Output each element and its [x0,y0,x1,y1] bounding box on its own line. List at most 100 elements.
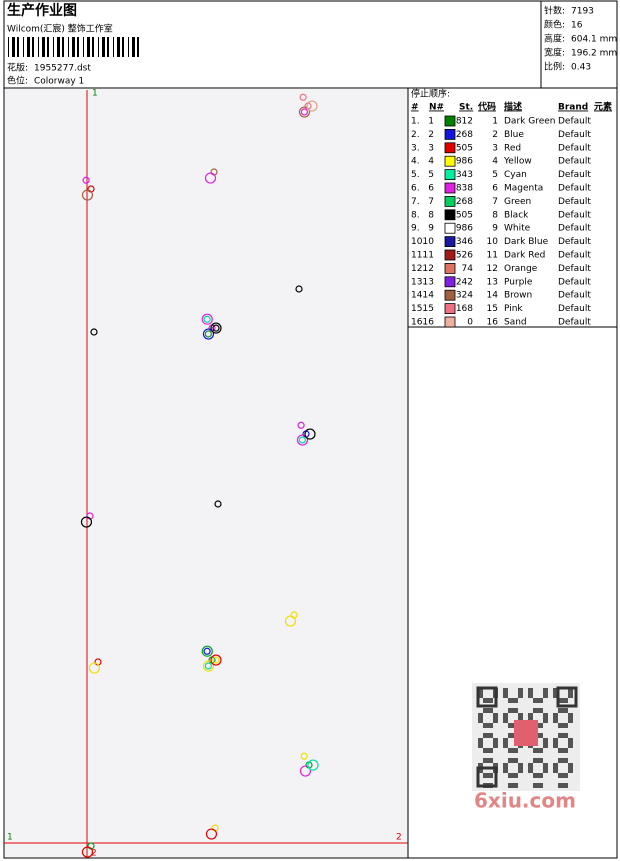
needle-number: 12 [423,264,434,274]
row-number: 16. [411,318,425,328]
qr-cell [483,733,488,738]
brand: Default [558,130,591,140]
barcode-bar [92,37,94,57]
stat-label: 针数: [544,5,565,17]
motif-stitch [214,500,222,508]
qr-cell [508,748,513,753]
motif-stitch [202,328,215,340]
qr-cell [488,698,493,703]
qr-cell [543,693,548,698]
motif-stitch [212,656,220,664]
qr-cell [538,783,543,788]
qr-cell [513,698,518,703]
needle-number: 10 [423,237,435,247]
color-swatch [444,155,456,167]
qr-cell [503,738,508,743]
qr-cell [488,708,493,713]
qr-cell [558,748,563,753]
stat-value: 7193 [571,7,594,17]
color-swatch [444,262,456,274]
barcode-bar [72,37,75,57]
qr-cell [538,773,543,778]
qr-cell [563,758,568,763]
color-description: Dark Green [504,117,555,127]
motif-stitch [299,93,307,101]
needle-number: 3 [428,143,434,153]
qr-cell [553,763,558,768]
stitch-count: 346 [456,237,473,247]
qr-cell [533,698,538,703]
qr-cell [488,758,493,763]
qr-cell [553,693,558,698]
table-header: # [411,103,419,113]
brand: Default [558,251,591,261]
color-code: 15 [487,304,498,314]
brand: Default [558,237,591,247]
color-swatch [444,276,456,288]
axis-label: 1 [7,833,13,843]
qr-cell [483,773,488,778]
motif-stitch [204,172,217,184]
motif-stitch [306,100,318,112]
axis-label: 2 [91,849,97,859]
row-number: 13. [411,277,425,287]
motif-stitch [88,662,101,674]
design-label: 花版: [7,62,28,74]
brand: Default [558,224,591,234]
qr-cell [518,693,523,698]
qr-cell [558,708,563,713]
barcode-bar [53,37,54,57]
color-code: 16 [487,318,499,328]
qr-cell [503,718,508,723]
stitch-count: 74 [462,264,474,274]
qr-cell [568,688,573,693]
qr-cell [538,748,543,753]
qr-cell [543,768,548,773]
barcode-bar [107,37,109,57]
design-file: 1955277.dst [34,64,91,74]
stitch-count: 986 [456,157,473,167]
brand: Default [558,170,591,180]
color-description: Magenta [504,184,543,194]
qr-cell [503,763,508,768]
embroidery-design [80,93,319,858]
qr-cell [518,763,523,768]
color-code: 5 [492,170,498,180]
barcode-bar [23,37,24,57]
qr-finder [556,686,578,708]
needle-number: 13 [423,277,434,287]
qr-cell [488,773,493,778]
color-code: 4 [492,157,498,167]
color-description: Pink [504,304,523,314]
motif-stitch [81,189,94,201]
color-swatch [444,303,456,315]
barcode-bar [87,37,90,57]
brand: Default [558,277,591,287]
watermark-text: 6xiu.com [474,789,576,813]
stitch-count: 343 [456,170,473,180]
brand: Default [558,184,591,194]
motif-stitch [80,516,93,528]
needle-number: 5 [428,170,434,180]
qr-cell [538,733,543,738]
qr-cell [503,693,508,698]
color-description: Blue [504,130,524,140]
color-description: Red [504,143,521,153]
qr-cell [513,748,518,753]
color-swatch [444,209,456,221]
qr-cell [543,688,548,693]
qr-cell [478,743,483,748]
brand: Default [558,304,591,314]
motif-stitch [295,285,303,293]
qr-cell [513,773,518,778]
qr-cell [478,763,483,768]
qr-cell [563,733,568,738]
qr-cell [493,713,498,718]
row-number: 12. [411,264,425,274]
qr-cell [513,708,518,713]
qr-cell [563,723,568,728]
needle-number: 16 [423,318,435,328]
needle-number: 6 [428,184,434,194]
color-description: White [504,224,531,234]
qr-cell [518,688,523,693]
